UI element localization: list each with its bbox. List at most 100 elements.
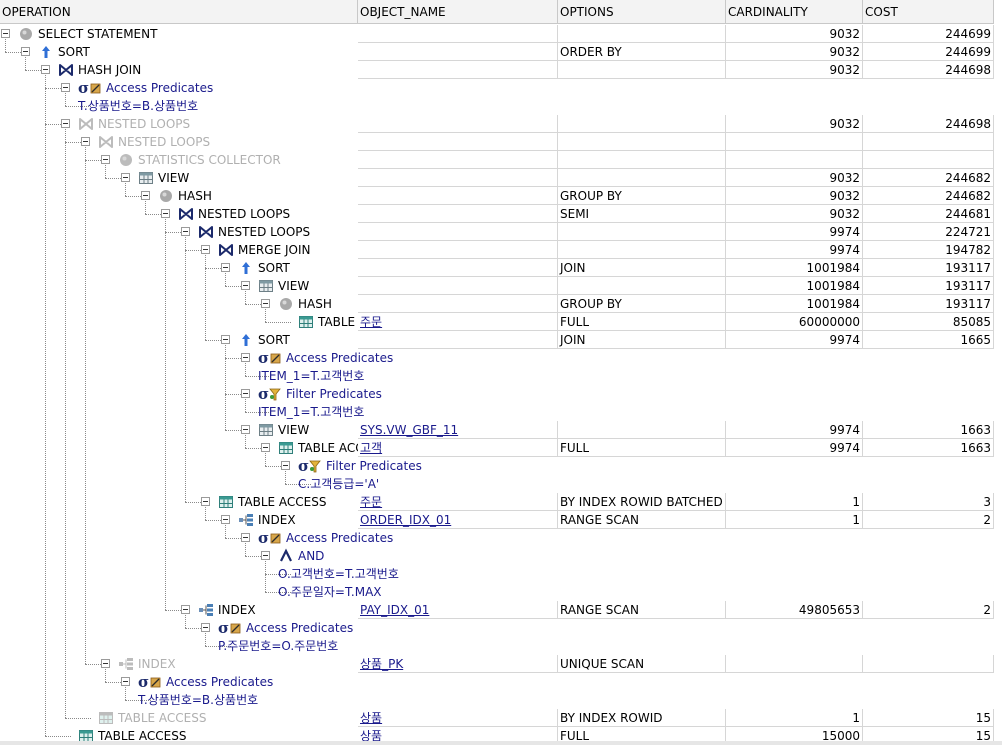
collapse-toggle-icon[interactable] — [181, 605, 190, 614]
plan-row[interactable]: SELECT STATEMENT 9032 244699 — [0, 25, 1002, 43]
collapse-toggle-icon[interactable] — [101, 155, 110, 164]
plan-row[interactable]: INDEX PAY_IDX_01 RANGE SCAN 49805653 2 — [0, 601, 1002, 619]
object-name-link[interactable]: SYS.VW_GBF_11 — [360, 423, 459, 437]
object-name-cell[interactable]: 주문 — [358, 493, 558, 511]
object-name-link[interactable]: 상품_PK — [360, 657, 404, 671]
collapse-toggle-icon[interactable] — [261, 299, 270, 308]
plan-row[interactable]: TABLE ACCESS 고객 FULL 9974 1663 — [0, 439, 1002, 457]
plan-row[interactable]: O.고객번호=T.고객번호 — [0, 565, 1002, 583]
column-header-cost[interactable]: COST — [863, 0, 994, 24]
plan-row[interactable]: σ Access Predicates — [0, 529, 1002, 547]
collapse-toggle-icon[interactable] — [101, 659, 110, 668]
tree-connector-line — [245, 399, 246, 412]
plan-row[interactable]: MERGE JOIN 9974 194782 — [0, 241, 1002, 259]
plan-row[interactable]: T.상품번호=B.상품번호 — [0, 691, 1002, 709]
collapse-toggle-icon[interactable] — [181, 227, 190, 236]
object-name-link[interactable]: 상품 — [360, 729, 383, 743]
plan-row[interactable]: σ Access Predicates — [0, 349, 1002, 367]
plan-row[interactable]: SORT JOIN 1001984 193117 — [0, 259, 1002, 277]
object-name-cell[interactable]: 주문 — [358, 313, 558, 331]
collapse-toggle-icon[interactable] — [241, 389, 250, 398]
object-name-link[interactable]: ORDER_IDX_01 — [360, 513, 452, 527]
plan-row[interactable]: σ Access Predicates — [0, 619, 1002, 637]
plan-row[interactable]: TABLE ACCESS 상품 BY INDEX ROWID 1 15 — [0, 709, 1002, 727]
collapse-toggle-icon[interactable] — [121, 173, 130, 182]
plan-row[interactable]: σ Filter Predicates — [0, 385, 1002, 403]
collapse-toggle-icon[interactable] — [261, 443, 270, 452]
plan-row[interactable]: NESTED LOOPS 9032 244698 — [0, 115, 1002, 133]
object-name-cell[interactable]: ORDER_IDX_01 — [358, 511, 558, 529]
object-name-link[interactable]: PAY_IDX_01 — [360, 603, 430, 617]
object-name-link[interactable]: 고객 — [360, 441, 383, 455]
collapse-toggle-icon[interactable] — [241, 281, 250, 290]
collapse-toggle-icon[interactable] — [221, 335, 230, 344]
options-cell — [558, 169, 726, 187]
plan-row[interactable]: STATISTICS COLLECTOR — [0, 151, 1002, 169]
object-name-cell[interactable]: 고객 — [358, 439, 558, 457]
plan-row[interactable]: AND — [0, 547, 1002, 565]
plan-row[interactable]: HASH GROUP BY 1001984 193117 — [0, 295, 1002, 313]
plan-row[interactable]: ITEM_1=T.고객번호 — [0, 403, 1002, 421]
collapse-toggle-icon[interactable] — [121, 677, 130, 686]
column-header-operation[interactable]: OPERATION — [0, 0, 358, 24]
collapse-toggle-icon[interactable] — [41, 65, 50, 74]
plan-row[interactable]: P.주문번호=O.주문번호 — [0, 637, 1002, 655]
plan-row[interactable]: VIEW SYS.VW_GBF_11 9974 1663 — [0, 421, 1002, 439]
plan-row[interactable]: O.주문일자=T.MAX — [0, 583, 1002, 601]
plan-row[interactable]: VIEW 1001984 193117 — [0, 277, 1002, 295]
object-name-cell[interactable]: SYS.VW_GBF_11 — [358, 421, 558, 439]
cost-cell: 2 — [863, 601, 994, 619]
collapse-toggle-icon[interactable] — [61, 83, 70, 92]
collapse-toggle-icon[interactable] — [201, 497, 210, 506]
plan-row[interactable]: HASH JOIN 9032 244698 — [0, 61, 1002, 79]
plan-row[interactable]: NESTED LOOPS — [0, 133, 1002, 151]
collapse-toggle-icon[interactable] — [221, 515, 230, 524]
plan-row[interactable]: C.고객등급='A' — [0, 475, 1002, 493]
collapse-toggle-icon[interactable] — [21, 47, 30, 56]
collapse-toggle-icon[interactable] — [221, 263, 230, 272]
plan-row[interactable]: ITEM_1=T.고객번호 — [0, 367, 1002, 385]
tree-connector-line — [125, 196, 141, 197]
plan-row[interactable]: INDEX 상품_PK UNIQUE SCAN — [0, 655, 1002, 673]
column-header-options[interactable]: OPTIONS — [558, 0, 726, 24]
horizontal-scrollbar[interactable] — [0, 741, 1002, 745]
object-name-link[interactable]: 주문 — [360, 315, 383, 329]
plan-row[interactable]: SORT ORDER BY 9032 244699 — [0, 43, 1002, 61]
column-header-cardinality[interactable]: CARDINALITY — [726, 0, 863, 24]
collapse-toggle-icon[interactable] — [61, 119, 70, 128]
collapse-toggle-icon[interactable] — [201, 245, 210, 254]
object-name-cell — [358, 133, 558, 151]
collapse-toggle-icon[interactable] — [281, 461, 290, 470]
collapse-toggle-icon[interactable] — [241, 533, 250, 542]
plan-row[interactable]: HASH GROUP BY 9032 244682 — [0, 187, 1002, 205]
object-name-cell[interactable]: 상품_PK — [358, 655, 558, 673]
plan-row[interactable]: SORT JOIN 9974 1665 — [0, 331, 1002, 349]
plan-row[interactable]: INDEX ORDER_IDX_01 RANGE SCAN 1 2 — [0, 511, 1002, 529]
plan-row[interactable]: NESTED LOOPS 9974 224721 — [0, 223, 1002, 241]
object-name-link[interactable]: 주문 — [360, 495, 383, 509]
predicate-expression: O.주문일자=T.MAX — [278, 585, 382, 599]
collapse-toggle-icon[interactable] — [1, 29, 10, 38]
cardinality-cell: 9032 — [726, 187, 863, 205]
object-name-cell[interactable]: PAY_IDX_01 — [358, 601, 558, 619]
object-name-link[interactable]: 상품 — [360, 711, 383, 725]
operation-label: NESTED LOOPS — [118, 135, 211, 149]
plan-row[interactable]: T.상품번호=B.상품번호 — [0, 97, 1002, 115]
tree-connector-line — [245, 291, 246, 304]
collapse-toggle-icon[interactable] — [241, 425, 250, 434]
object-name-cell[interactable]: 상품 — [358, 709, 558, 727]
collapse-toggle-icon[interactable] — [201, 623, 210, 632]
collapse-toggle-icon[interactable] — [161, 209, 170, 218]
plan-row[interactable]: σ Access Predicates — [0, 79, 1002, 97]
collapse-toggle-icon[interactable] — [241, 353, 250, 362]
plan-row[interactable]: NESTED LOOPS SEMI 9032 244681 — [0, 205, 1002, 223]
collapse-toggle-icon[interactable] — [261, 551, 270, 560]
plan-row[interactable]: σ Access Predicates — [0, 673, 1002, 691]
plan-row[interactable]: TABLE ACCESS 주문 BY INDEX ROWID BATCHED 1 3 — [0, 493, 1002, 511]
collapse-toggle-icon[interactable] — [81, 137, 90, 146]
plan-row[interactable]: σ Filter Predicates — [0, 457, 1002, 475]
column-header-object-name[interactable]: OBJECT_NAME — [358, 0, 558, 24]
collapse-toggle-icon[interactable] — [141, 191, 150, 200]
plan-row[interactable]: VIEW 9032 244682 — [0, 169, 1002, 187]
